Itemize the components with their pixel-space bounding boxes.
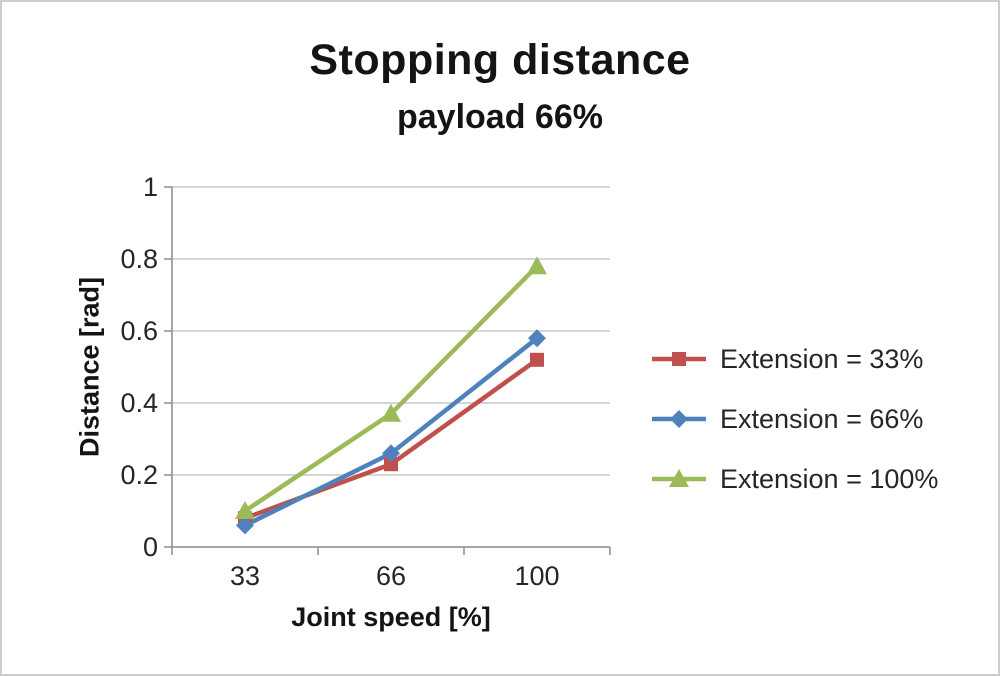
- marker-triangle: [235, 501, 255, 519]
- marker-square: [530, 352, 544, 367]
- marker-triangle: [381, 403, 401, 422]
- legend-item: Extension = 100%: [650, 462, 938, 496]
- y-axis-label: Distance [rad]: [74, 276, 105, 458]
- legend-label: Extension = 33%: [720, 343, 924, 374]
- y-tick-label: 0.8: [120, 244, 158, 274]
- legend-item: Extension = 33%: [650, 342, 938, 376]
- y-tick-label: 0: [143, 532, 158, 562]
- legend-item: Extension = 66%: [650, 402, 938, 436]
- marker-diamond: [670, 410, 688, 428]
- y-tick-label: 0.6: [120, 316, 158, 346]
- series-line: [242, 357, 540, 521]
- marker-triangle: [669, 469, 689, 487]
- legend: Extension = 33% Extension = 66% Extension …: [650, 342, 938, 522]
- x-tick-label: 33: [230, 561, 260, 591]
- y-tick-label: 1: [143, 172, 158, 202]
- legend-key-diamond-icon: [652, 410, 706, 428]
- marker-triangle: [527, 256, 547, 275]
- marker-square: [672, 352, 686, 366]
- chart-subtitle: payload 66%: [397, 98, 603, 136]
- marker-diamond: [382, 444, 400, 463]
- legend-label: Extension = 66%: [720, 403, 924, 434]
- marker-square: [384, 457, 398, 472]
- x-tick-label: 66: [376, 561, 406, 591]
- x-tick-label: 100: [514, 561, 559, 591]
- y-tick-label: 0.4: [120, 388, 158, 418]
- legend-key-triangle-icon: [652, 469, 706, 487]
- marker-diamond: [528, 329, 546, 348]
- legend-label: Extension = 100%: [720, 463, 939, 494]
- chart-title: Stopping distance: [309, 36, 691, 84]
- legend-key-square-icon: [652, 352, 706, 366]
- x-axis-label: Joint speed [%]: [291, 602, 491, 632]
- series-line: [242, 335, 540, 528]
- y-tick-label: 0.2: [120, 460, 158, 490]
- marker-diamond: [236, 516, 254, 535]
